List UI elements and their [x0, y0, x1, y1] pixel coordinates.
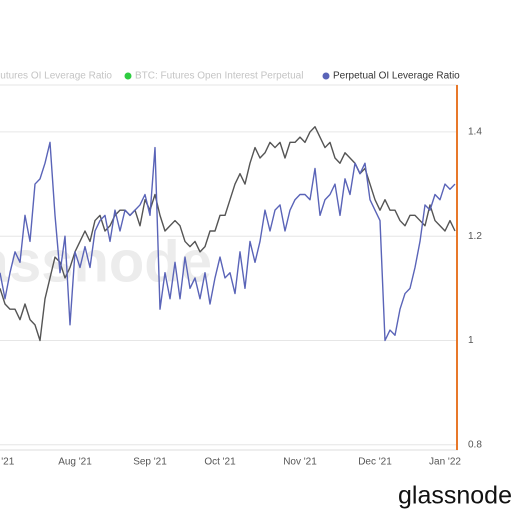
series-line — [0, 126, 456, 342]
logo: glassnode — [398, 482, 512, 510]
legend-swatch — [322, 72, 330, 80]
series-line — [0, 141, 456, 342]
y-tick-label: 1 — [468, 335, 474, 346]
y-tick-label: 1.2 — [468, 231, 482, 242]
y-tick-label: 1.4 — [468, 127, 482, 138]
x-tick-label: Jul '21 — [0, 457, 15, 468]
y-tick-label: 0.8 — [468, 439, 482, 450]
x-tick-label: Dec '21 — [358, 457, 392, 468]
watermark: glassnode — [0, 229, 212, 294]
x-tick-label: Oct '21 — [204, 457, 236, 468]
x-tick-label: Nov '21 — [283, 457, 317, 468]
legend-swatch — [124, 72, 132, 80]
legend-label: Futures OI Leverage Ratio — [0, 71, 112, 82]
legend-label: BTC: Futures Open Interest Perpetual — [135, 71, 303, 82]
x-tick-label: Sep '21 — [133, 457, 167, 468]
x-tick-label: Jan '22 — [429, 457, 461, 468]
legend-label: Perpetual OI Leverage Ratio — [333, 71, 460, 82]
x-tick-label: Aug '21 — [58, 457, 92, 468]
